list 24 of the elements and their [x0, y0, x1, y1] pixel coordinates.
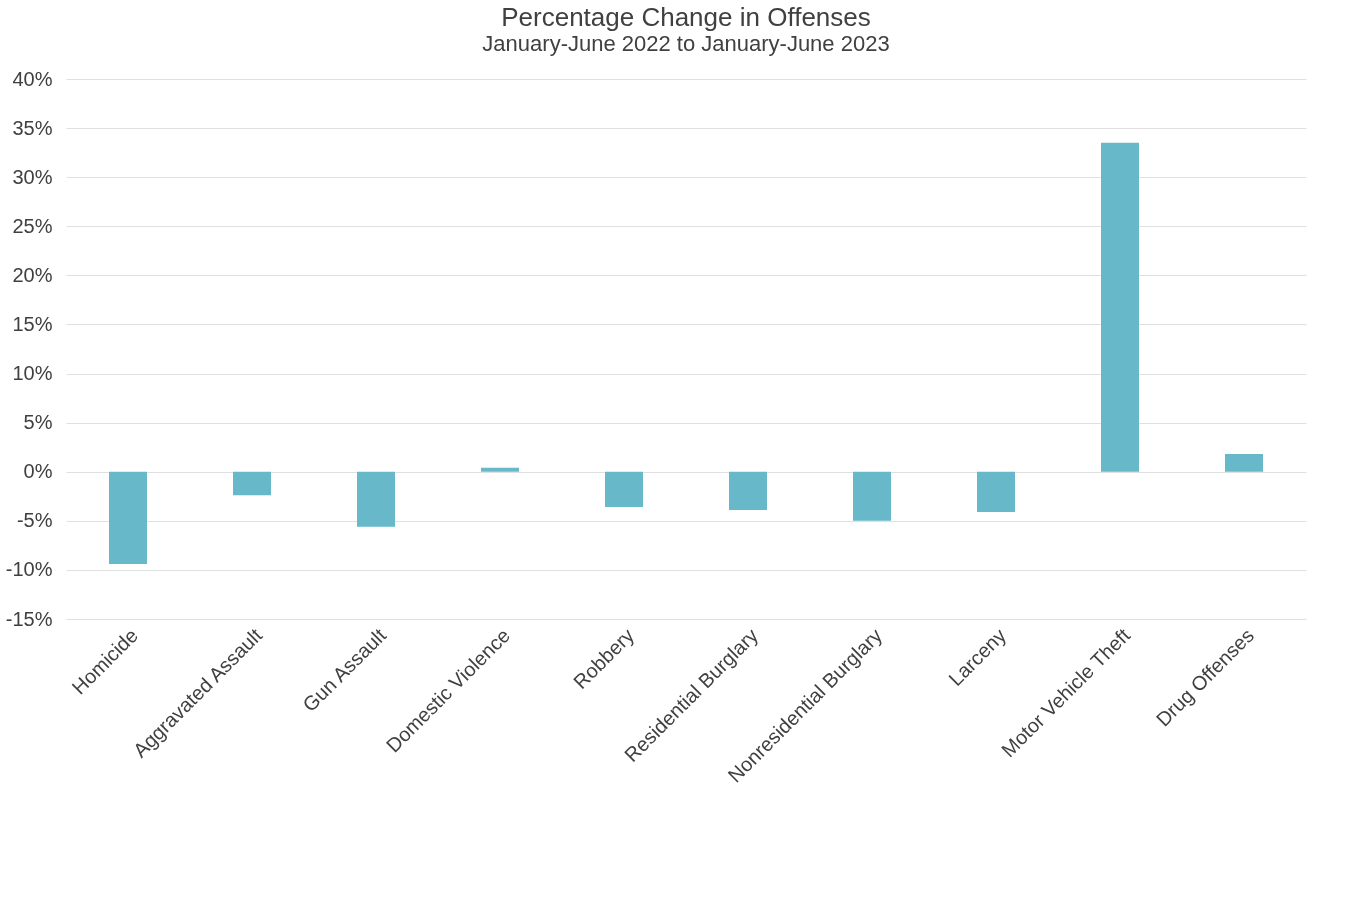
bar	[481, 467, 519, 472]
y-tick-label: 5%	[23, 411, 53, 434]
y-tick-label: 40%	[12, 67, 53, 90]
y-tick-label: 10%	[12, 362, 53, 385]
bar	[729, 471, 767, 511]
bar	[977, 471, 1015, 512]
y-tick-label: -5%	[16, 509, 53, 532]
chart-title: Percentage Change in Offenses	[501, 2, 871, 32]
bar	[233, 471, 271, 496]
y-tick-label: 0%	[23, 460, 53, 483]
y-tick-label: 20%	[12, 263, 53, 286]
bar	[1101, 142, 1139, 472]
bar	[357, 471, 395, 527]
y-tick-label: 30%	[12, 165, 53, 188]
bar	[853, 471, 891, 521]
bar	[109, 471, 147, 565]
chart-subtitle: January-June 2022 to January-June 2023	[482, 31, 890, 56]
bar	[605, 471, 643, 508]
y-tick-label: 15%	[12, 312, 53, 335]
y-tick-label: -15%	[5, 607, 53, 630]
y-tick-label: 35%	[12, 116, 53, 139]
bar	[1225, 454, 1263, 472]
y-tick-label: 25%	[12, 214, 53, 237]
y-tick-label: -10%	[5, 558, 53, 581]
